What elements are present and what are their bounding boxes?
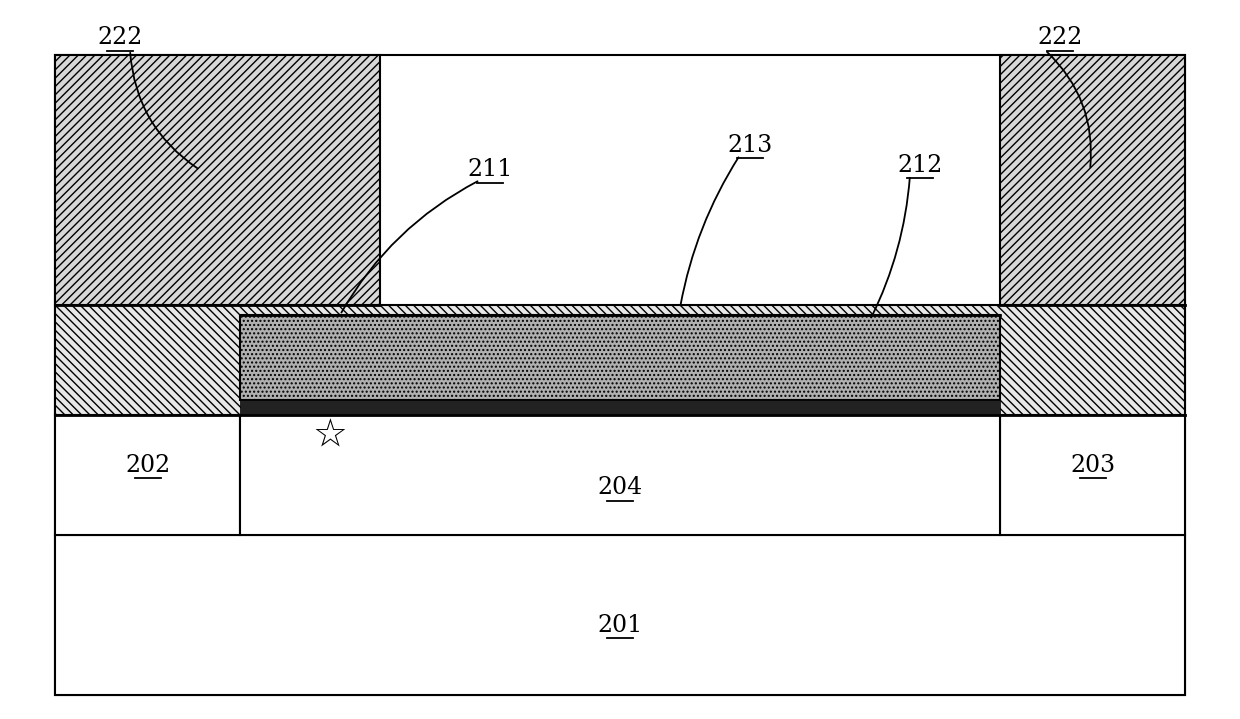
Bar <box>241 400 999 415</box>
Bar <box>55 535 1185 695</box>
Text: 201: 201 <box>598 613 642 636</box>
Bar <box>55 305 1185 415</box>
Bar <box>999 55 1185 305</box>
Text: ☆: ☆ <box>312 416 347 454</box>
Text: 213: 213 <box>728 134 773 157</box>
Text: 222: 222 <box>1038 27 1083 50</box>
Text: 202: 202 <box>125 454 171 477</box>
Text: 204: 204 <box>598 477 642 500</box>
Bar <box>55 415 241 535</box>
Text: 212: 212 <box>898 153 942 176</box>
Bar <box>55 55 1185 695</box>
Text: 203: 203 <box>1070 454 1116 477</box>
Bar <box>999 415 1185 535</box>
Text: 211: 211 <box>467 158 512 181</box>
Text: 222: 222 <box>97 27 143 50</box>
Bar <box>55 55 379 305</box>
Bar <box>241 315 999 400</box>
Bar <box>241 415 999 535</box>
